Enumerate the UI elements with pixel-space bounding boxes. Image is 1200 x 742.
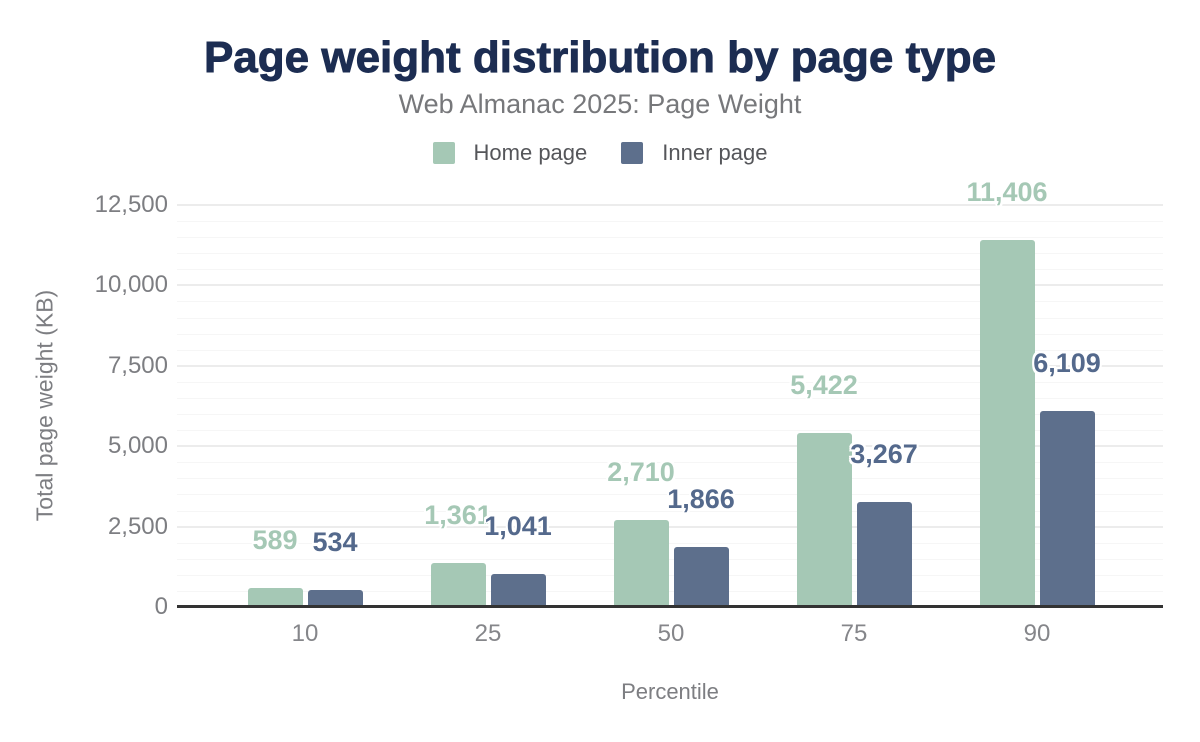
x-tick-label: 75 xyxy=(840,620,868,647)
minor-gridline xyxy=(177,462,1163,464)
bar-inner-page-p90 xyxy=(1039,410,1095,607)
x-tick-label: 25 xyxy=(474,620,502,647)
chart-title: Page weight distribution by page type xyxy=(203,33,997,83)
chart-subtitle: Web Almanac 2025: Page Weight xyxy=(398,89,802,119)
minor-gridline xyxy=(177,478,1163,480)
bar-value-label: 5,422 xyxy=(790,369,858,400)
legend-item-inner-page: Inner page xyxy=(621,140,767,166)
y-tick-label: 10,000 xyxy=(94,271,168,299)
minor-gridline xyxy=(177,349,1163,351)
bar-value-label: 3,267 xyxy=(850,438,918,469)
legend-item-home-page: Home page xyxy=(432,140,588,166)
bar-home-page-p25 xyxy=(430,563,486,607)
x-tick-label: 10 xyxy=(291,620,319,647)
minor-gridline xyxy=(177,237,1163,239)
y-tick-label: 7,500 xyxy=(107,351,168,379)
bar-value-label: 589 xyxy=(252,525,298,556)
legend-label-home-page: Home page xyxy=(473,140,588,165)
x-axis-title: Percentile xyxy=(621,679,719,704)
minor-gridline xyxy=(177,381,1163,383)
minor-gridline xyxy=(177,397,1163,399)
y-tick-label: 2,500 xyxy=(107,512,168,540)
x-tick-label: 90 xyxy=(1023,620,1051,647)
bar-inner-page-p50 xyxy=(673,547,729,607)
minor-gridline xyxy=(177,542,1163,544)
bar-home-page-p50 xyxy=(613,519,669,607)
minor-gridline xyxy=(177,301,1163,303)
y-tick-label: 5,000 xyxy=(107,432,168,460)
legend: Home page Inner page xyxy=(0,140,1200,166)
major-gridline xyxy=(177,364,1163,367)
minor-gridline xyxy=(177,590,1163,592)
minor-gridline xyxy=(177,253,1163,255)
minor-gridline xyxy=(177,494,1163,496)
bar-value-label: 1,866 xyxy=(667,484,735,514)
y-tick-label: 0 xyxy=(154,593,168,620)
bar-inner-page-p10 xyxy=(307,589,363,607)
bar-inner-page-p25 xyxy=(490,573,546,607)
major-gridline xyxy=(177,204,1163,206)
bar-value-label: 534 xyxy=(312,526,358,557)
x-axis-line xyxy=(177,605,1163,608)
inner-page-swatch-icon xyxy=(621,142,644,164)
minor-gridline xyxy=(177,269,1163,271)
home-page-swatch-icon xyxy=(432,142,455,164)
major-gridline xyxy=(177,445,1163,448)
bar-home-page-p75 xyxy=(796,432,852,607)
bar-value-label: 1,041 xyxy=(484,510,552,541)
bar-home-page-p10 xyxy=(247,588,303,607)
minor-gridline xyxy=(177,221,1163,223)
minor-gridline xyxy=(177,430,1163,432)
bar-value-label: 1,361 xyxy=(424,500,492,531)
minor-gridline xyxy=(177,317,1163,319)
bar-inner-page-p75 xyxy=(856,501,912,607)
minor-gridline xyxy=(177,558,1163,560)
bar-value-label: 2,710 xyxy=(607,456,675,487)
major-gridline xyxy=(177,525,1163,528)
y-tick-label: 12,500 xyxy=(94,191,168,218)
y-axis-title: Total page weight (KB) xyxy=(31,289,58,522)
x-tick-label: 50 xyxy=(657,620,685,647)
bar-home-page-p90 xyxy=(979,240,1035,607)
minor-gridline xyxy=(177,333,1163,335)
minor-gridline xyxy=(177,414,1163,416)
minor-gridline xyxy=(177,574,1163,576)
major-gridline xyxy=(177,284,1163,287)
bar-value-label: 11,406 xyxy=(966,177,1048,208)
minor-gridline xyxy=(177,510,1163,512)
bar-value-label: 6,109 xyxy=(1033,347,1101,378)
legend-label-inner-page: Inner page xyxy=(662,140,768,165)
